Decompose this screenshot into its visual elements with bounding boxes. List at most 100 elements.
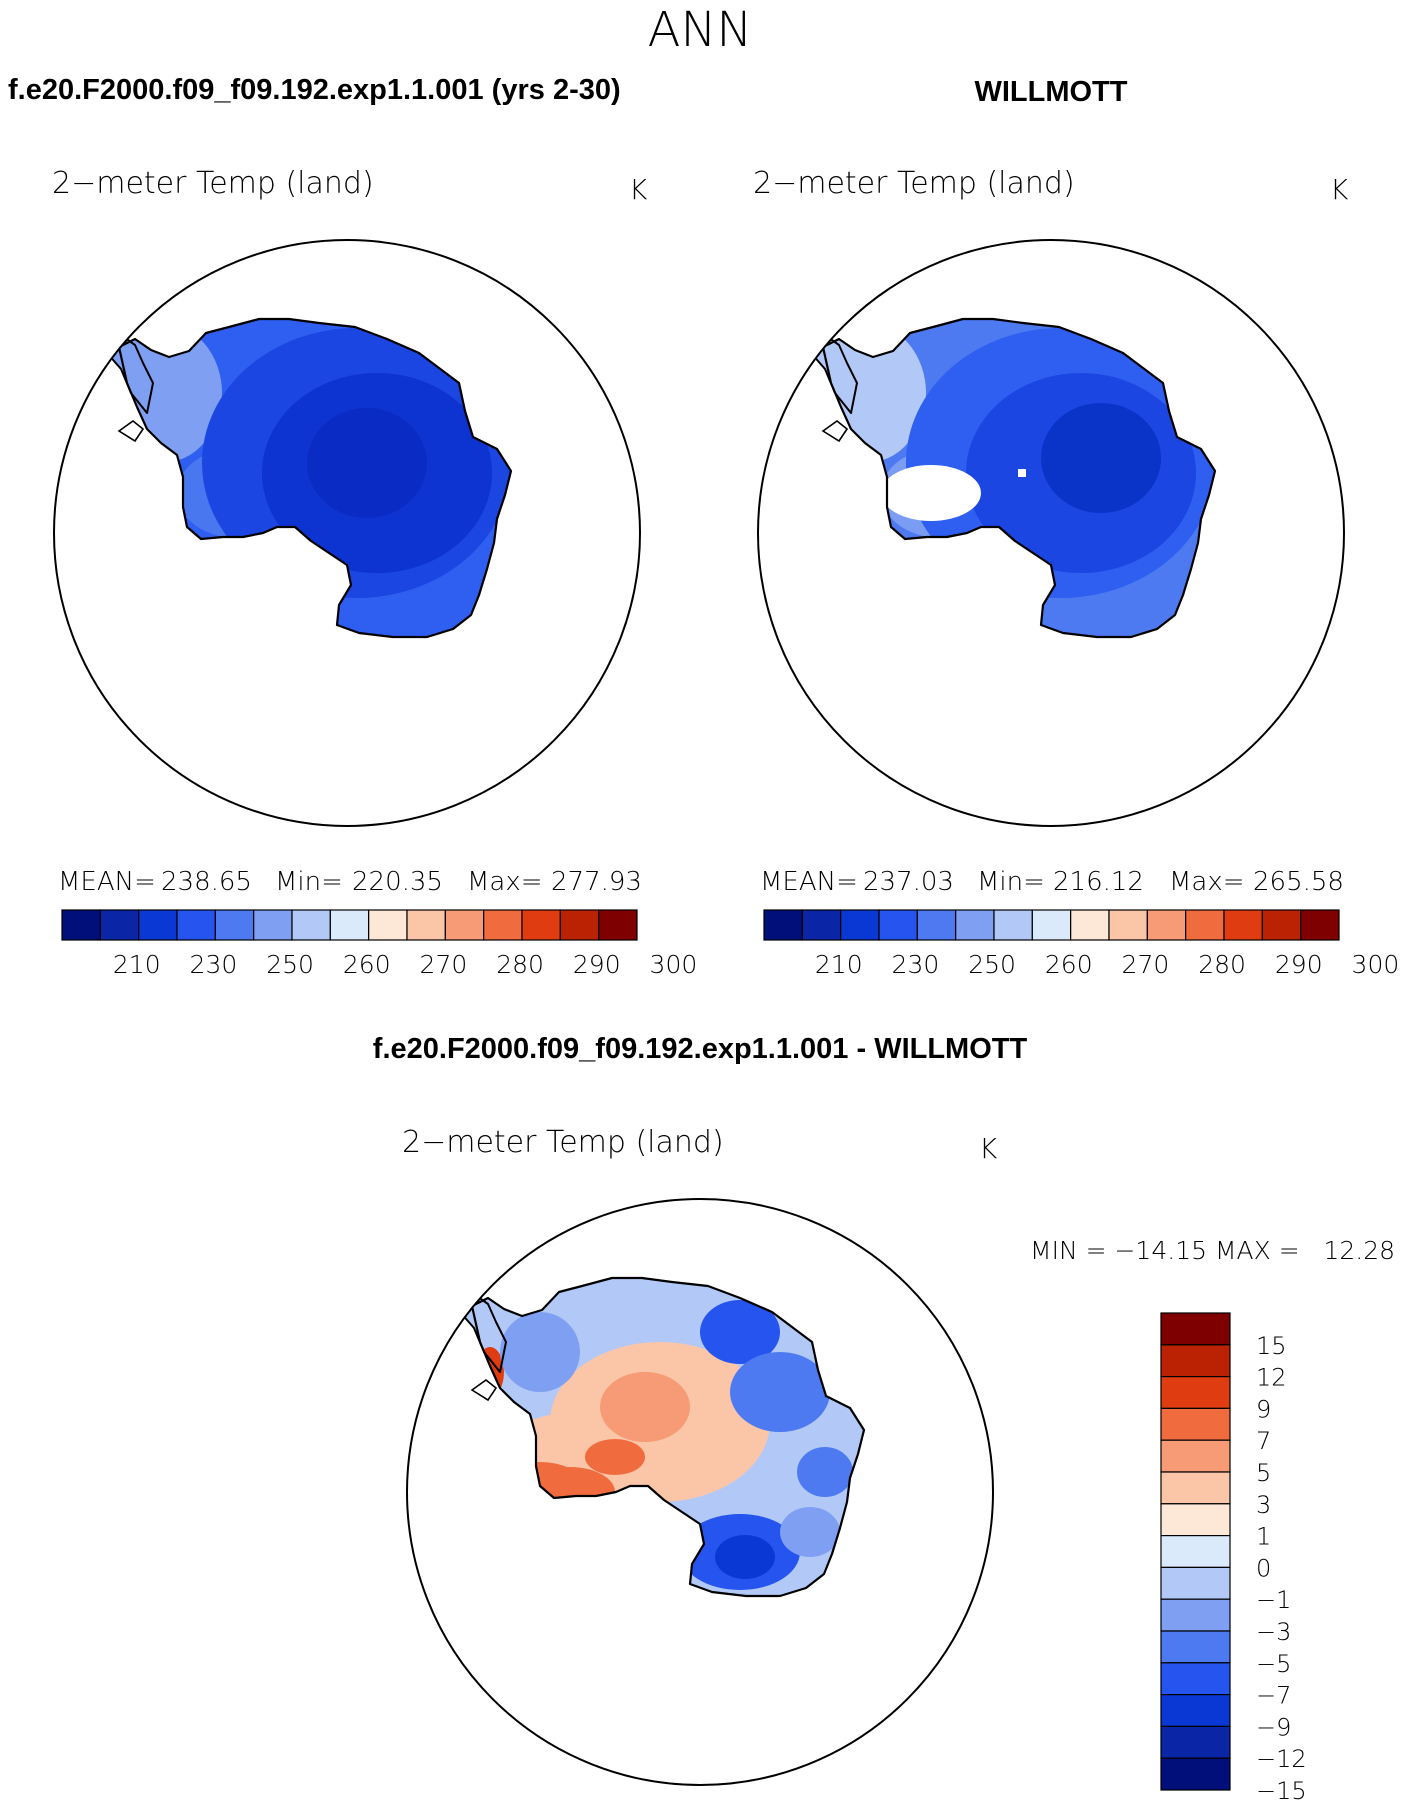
panel-model-max-label: Max= [467,867,543,897]
panel-obs-mean-value: 237.03 [863,867,954,897]
colorbar-swatch [598,909,638,941]
colorbar-swatch [1261,909,1302,941]
colorbar-tick-label: −12 [1256,1745,1307,1773]
colorbar-tick-label: 280 [496,950,544,979]
colorbar-swatch [1160,1439,1231,1473]
colorbar-swatch [1160,1534,1231,1568]
colorbar-swatch [483,909,523,941]
colorbar-swatch [1070,909,1110,941]
colorbar-swatch [1160,1693,1231,1727]
colorbar-tick-label: −5 [1256,1650,1291,1678]
colorbar-swatch [1031,909,1072,941]
colorbar-tick-label: −7 [1256,1682,1291,1710]
colorbar-tick-label: 3 [1256,1491,1271,1519]
island-coastline [821,419,849,443]
colorbar-swatch [214,909,255,941]
figure-title: ANN [648,2,753,58]
panel-obs-map [770,317,1217,639]
continent-coastline [821,317,1217,639]
panel-obs-mean-label: MEAN= [760,867,858,897]
colorbar-swatch [878,909,918,941]
continent-field [85,319,511,637]
colorbar-tick-label: 12 [1256,1364,1287,1392]
colorbar-swatch [406,909,446,941]
panel-diff-map-boundary [406,1198,994,1786]
colorbar-swatch [1160,1662,1231,1696]
panel-obs-max-label: Max= [1169,867,1245,897]
continent-coastline [470,1276,866,1598]
colorbar-swatch [176,909,216,941]
colorbar-swatch [1160,1375,1231,1409]
colorbar-swatch [368,909,408,941]
panel-diff-variable-label: 2−meter Temp (land) [402,1125,724,1160]
colorbar-tick-label: 270 [420,950,468,979]
colorbar-swatch [1160,1725,1231,1759]
panel-model-map-boundary [53,239,641,827]
colorbar-tick-label: 210 [113,950,161,979]
colorbar-tick-label: −3 [1256,1618,1291,1646]
panel-diff-colorbar: 15 12 9 7 5 3 1 0 −1 −3 −5 −7 −9 −12 −15 [1160,1312,1307,1800]
island-coastline [470,1378,498,1402]
colorbar-swatch [291,909,331,941]
colorbar-tick-label: 210 [815,950,863,979]
panel-diff-units: K [979,1132,998,1165]
colorbar-tick-label: 1 [1256,1523,1271,1551]
colorbar-swatch [1300,909,1340,941]
colorbar-tick-label: 0 [1256,1554,1271,1582]
continent-field [789,319,1215,637]
panel-obs-units: K [1330,173,1349,206]
colorbar-swatch [138,909,178,941]
colorbar-tick-label: 230 [190,950,238,979]
panel-obs-max-value: 265.58 [1253,867,1344,897]
panel-diff-minmax: MIN = −14.15 MAX = 12.28 [1030,1236,1395,1265]
colorbar-tick-label: 290 [1275,950,1323,979]
colorbar-tick-label: 9 [1256,1395,1271,1423]
island-coastline [117,419,145,443]
island-coastline [419,1330,439,1358]
panel-model-max-value: 277.93 [551,867,642,897]
panel-diff-map [419,1276,866,1598]
colorbar-swatch [444,909,485,941]
colorbar-tick-label: 15 [1256,1332,1287,1360]
colorbar-swatch [1185,909,1225,941]
colorbar-swatch [1160,1407,1231,1441]
panel-obs-variable-label: 2−meter Temp (land) [753,166,1075,201]
continent-coastline [117,317,513,639]
colorbar-swatch [1160,1503,1231,1537]
colorbar-swatch [955,909,995,941]
panel-obs-map-boundary [757,239,1345,827]
colorbar-swatch [801,909,842,941]
colorbar-tick-label: −15 [1256,1777,1307,1800]
colorbar-tick-label: 250 [968,950,1016,979]
colorbar-swatch [1223,909,1263,941]
colorbar-swatch [763,909,803,941]
panel-model-variable-label: 2−meter Temp (land) [52,166,374,201]
colorbar-tick-label: 7 [1256,1427,1271,1455]
colorbar-swatch [99,909,140,941]
colorbar-swatch [559,909,600,941]
panel-diff: f.e20.F2000.f09_f09.192.exp1.1.001 - WIL… [373,1033,1395,1800]
panel-model-mean-value: 238.65 [161,867,252,897]
colorbar-swatch [1146,909,1187,941]
colorbar-swatch [1160,1598,1231,1632]
panel-model-mean-label: MEAN= [58,867,156,897]
colorbar-tick-label: 5 [1256,1459,1271,1487]
panel-obs-min-label: Min= [977,867,1045,897]
panel-model: f.e20.F2000.f09_f09.192.exp1.1.001 (yrs … [8,74,697,979]
colorbar-swatch [329,909,370,941]
colorbar-swatch [1160,1757,1231,1791]
panel-model-min-label: Min= [275,867,343,897]
continent-field [438,1278,864,1596]
panel-model-units: K [629,173,648,206]
colorbar-tick-label: 270 [1122,950,1170,979]
panel-obs-header: WILLMOTT [974,76,1127,108]
colorbar-swatch [1160,1471,1231,1505]
colorbar-swatch [840,909,880,941]
panel-model-colorbar: 210 230 250 260 270 280 290 300 [61,909,698,979]
colorbar-tick-label: 290 [573,950,621,979]
colorbar-swatch [1160,1312,1231,1346]
colorbar-tick-label: 300 [650,950,698,979]
panel-diff-header: f.e20.F2000.f09_f09.192.exp1.1.001 - WIL… [373,1033,1028,1065]
